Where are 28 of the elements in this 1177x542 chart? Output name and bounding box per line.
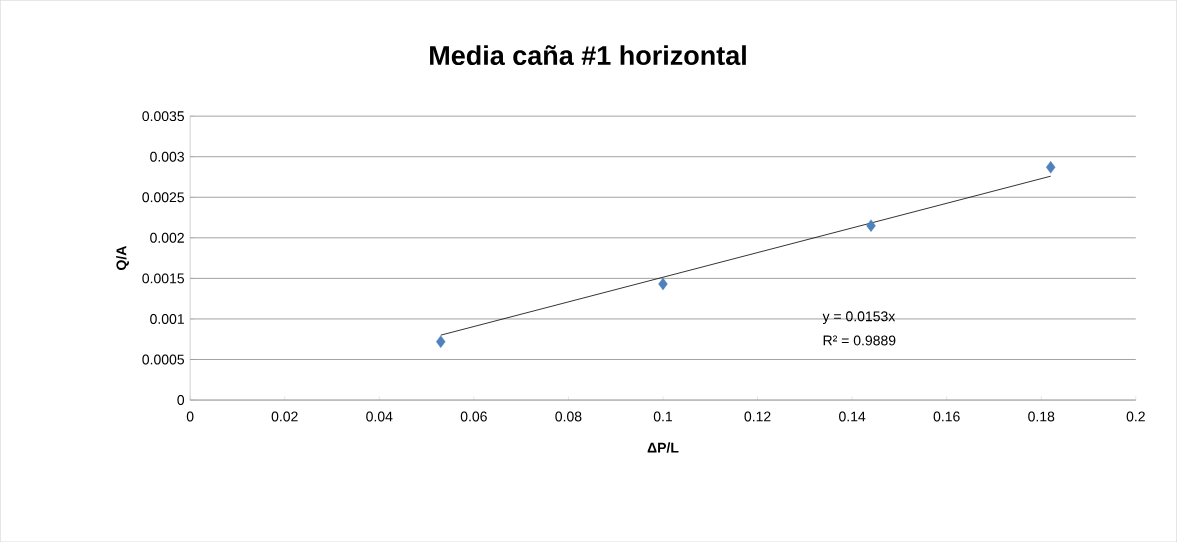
y-tick-label: 0.0005 xyxy=(142,354,185,365)
x-tick-label: 0.14 xyxy=(839,411,866,422)
point xyxy=(658,277,668,291)
y-tick-label: 0.0025 xyxy=(142,192,185,203)
x-tick-label: 0.08 xyxy=(555,411,582,422)
y-tick-label: 0.003 xyxy=(150,151,184,162)
annotation: y = 0.0153x xyxy=(822,311,896,324)
y-tick-label: 0.0035 xyxy=(142,111,185,122)
point xyxy=(866,219,876,232)
x-axis-title: ΔP/L xyxy=(647,442,679,453)
x-tick-label: 0.12 xyxy=(744,411,771,422)
x-tick-label: 0.1 xyxy=(653,411,673,422)
x-tick-label: 0.16 xyxy=(933,411,960,422)
y-tick-label: 0.002 xyxy=(150,232,184,243)
y-axis-title: Q/A xyxy=(116,245,129,270)
x-tick-label: 0 xyxy=(186,411,194,422)
chart-title: Media caña #1 horizontal xyxy=(430,45,746,65)
x-tick-label: 0.02 xyxy=(271,411,298,422)
x-tick-label: 0.18 xyxy=(1028,411,1055,422)
point xyxy=(436,335,446,348)
x-tick-label: 0.2 xyxy=(1126,411,1145,422)
x-tick-label: 0.06 xyxy=(460,411,487,422)
y-tick-label: 0 xyxy=(177,394,185,405)
point xyxy=(1046,160,1056,174)
annotation: R² = 0.9889 xyxy=(823,335,896,346)
y-tick-label: 0.0015 xyxy=(142,273,185,284)
x-tick-label: 0.04 xyxy=(366,411,393,422)
y-tick-label: 0.001 xyxy=(150,313,184,324)
